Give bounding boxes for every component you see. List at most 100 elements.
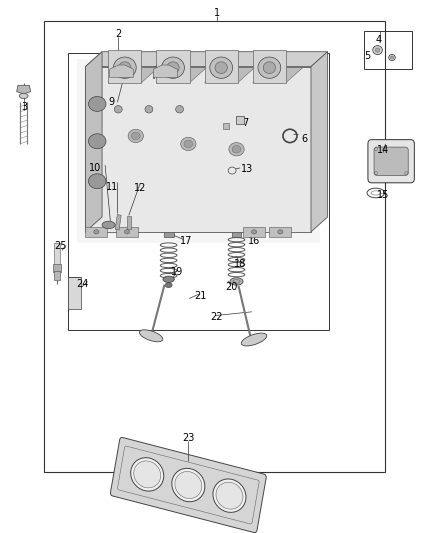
Bar: [364, 31, 412, 69]
Ellipse shape: [216, 482, 243, 509]
Bar: [205, 50, 238, 83]
Bar: [44, 21, 385, 472]
Bar: [108, 50, 141, 83]
Ellipse shape: [164, 55, 169, 60]
Bar: [54, 271, 60, 280]
Ellipse shape: [258, 57, 281, 78]
Ellipse shape: [131, 132, 140, 140]
Ellipse shape: [229, 142, 244, 156]
Ellipse shape: [102, 221, 115, 229]
Ellipse shape: [145, 106, 153, 113]
Bar: [156, 50, 190, 83]
Bar: [127, 216, 131, 229]
Bar: [116, 227, 138, 237]
Text: 1: 1: [214, 9, 220, 18]
Text: 7: 7: [242, 118, 248, 127]
Bar: [223, 123, 229, 129]
Text: 3: 3: [21, 102, 27, 111]
Ellipse shape: [375, 48, 380, 52]
Text: 2: 2: [115, 29, 121, 39]
Text: 13: 13: [241, 165, 254, 174]
Ellipse shape: [128, 130, 143, 143]
Bar: [68, 277, 81, 309]
Polygon shape: [153, 65, 177, 77]
Text: 11: 11: [106, 182, 118, 191]
Polygon shape: [17, 85, 31, 94]
Text: 14: 14: [377, 146, 389, 155]
Ellipse shape: [163, 276, 174, 282]
Ellipse shape: [131, 458, 164, 491]
Ellipse shape: [88, 134, 106, 149]
Text: 16: 16: [248, 236, 260, 246]
Text: 6: 6: [301, 134, 307, 143]
Bar: [253, 50, 286, 83]
Text: 17: 17: [180, 236, 192, 246]
Text: 10: 10: [89, 163, 102, 173]
Ellipse shape: [152, 55, 157, 60]
Ellipse shape: [165, 282, 172, 288]
Text: 20: 20: [225, 282, 237, 292]
Ellipse shape: [213, 479, 246, 512]
Bar: [77, 59, 320, 243]
Ellipse shape: [19, 93, 28, 99]
Bar: [53, 264, 61, 272]
Ellipse shape: [373, 45, 382, 55]
Text: 23: 23: [182, 433, 194, 443]
Ellipse shape: [175, 472, 202, 498]
Ellipse shape: [180, 137, 196, 151]
Bar: [164, 230, 174, 237]
Ellipse shape: [167, 62, 179, 74]
Bar: [68, 53, 328, 330]
Bar: [115, 214, 121, 230]
Ellipse shape: [134, 461, 161, 488]
Ellipse shape: [263, 62, 276, 74]
Polygon shape: [108, 68, 158, 83]
Polygon shape: [85, 52, 102, 232]
Polygon shape: [110, 65, 134, 77]
Ellipse shape: [176, 106, 184, 113]
Ellipse shape: [215, 62, 227, 74]
Ellipse shape: [278, 230, 283, 234]
Ellipse shape: [389, 54, 395, 61]
Ellipse shape: [232, 146, 241, 153]
Ellipse shape: [241, 333, 267, 346]
Ellipse shape: [119, 62, 131, 74]
Ellipse shape: [88, 96, 106, 111]
Text: 9: 9: [109, 98, 115, 107]
Ellipse shape: [124, 230, 130, 234]
Bar: [54, 243, 60, 266]
FancyBboxPatch shape: [110, 438, 266, 532]
Ellipse shape: [172, 469, 205, 502]
Text: 19: 19: [171, 267, 184, 277]
Polygon shape: [205, 68, 254, 83]
Text: 4: 4: [376, 35, 382, 45]
Bar: [269, 227, 291, 237]
Ellipse shape: [114, 106, 122, 113]
Ellipse shape: [139, 330, 163, 342]
Bar: [236, 116, 244, 124]
Ellipse shape: [162, 57, 184, 78]
Ellipse shape: [88, 174, 106, 189]
Text: 12: 12: [134, 183, 146, 192]
Ellipse shape: [94, 230, 99, 234]
Bar: [85, 227, 107, 237]
Ellipse shape: [184, 140, 193, 148]
Ellipse shape: [210, 57, 233, 78]
Bar: [232, 231, 241, 237]
Polygon shape: [311, 52, 328, 232]
Ellipse shape: [390, 56, 393, 59]
Text: 22: 22: [211, 312, 223, 322]
Text: 8: 8: [155, 64, 161, 74]
Text: 21: 21: [194, 291, 207, 301]
Polygon shape: [253, 68, 303, 83]
Polygon shape: [85, 52, 328, 67]
Ellipse shape: [113, 57, 136, 78]
Ellipse shape: [230, 278, 243, 285]
Text: 25: 25: [54, 241, 67, 251]
Ellipse shape: [234, 224, 239, 229]
FancyBboxPatch shape: [368, 140, 414, 183]
Text: 24: 24: [76, 279, 88, 288]
Polygon shape: [85, 67, 311, 232]
Text: 5: 5: [364, 51, 370, 61]
Ellipse shape: [251, 230, 257, 234]
